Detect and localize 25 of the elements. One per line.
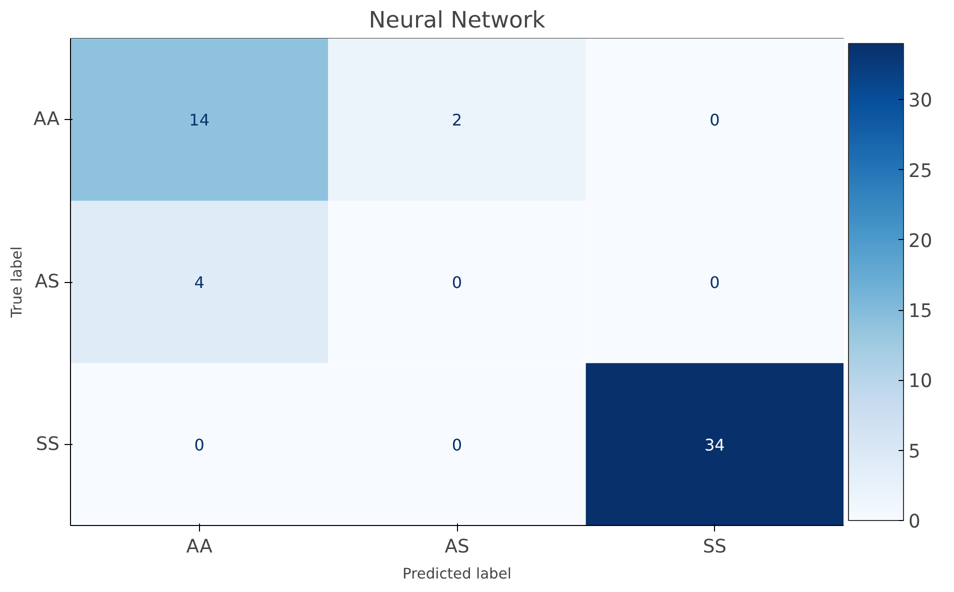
data-label: 0 <box>710 273 720 292</box>
data-label: 0 <box>710 110 720 130</box>
y-tick-label: AA <box>33 109 60 130</box>
color-bar-label: 20 <box>908 230 932 252</box>
y-axis-title: True label <box>8 246 26 319</box>
color-bar-label: 30 <box>908 90 932 112</box>
data-label: 4 <box>194 273 204 292</box>
color-bar-label: 5 <box>908 441 920 462</box>
data-label: 34 <box>704 435 725 454</box>
y-tick-label: SS <box>36 434 60 455</box>
color-bar-label: 25 <box>908 160 932 182</box>
x-tick-label: AS <box>444 536 470 558</box>
x-tick-label: AA <box>186 536 213 558</box>
color-bar-label: 15 <box>908 301 932 322</box>
data-label: 0 <box>452 273 462 292</box>
data-label: 2 <box>452 110 462 130</box>
chart-title: Neural Network <box>368 8 546 34</box>
data-label: 0 <box>194 435 204 454</box>
color-bar-label: 10 <box>908 371 932 392</box>
data-label: 14 <box>189 110 210 130</box>
color-bar-label: 0 <box>908 512 920 532</box>
data-label: 0 <box>452 435 462 454</box>
y-tick-label: AS <box>34 272 60 292</box>
x-axis-title: Predicted label <box>402 566 512 582</box>
x-tick-label: SS <box>702 536 727 558</box>
